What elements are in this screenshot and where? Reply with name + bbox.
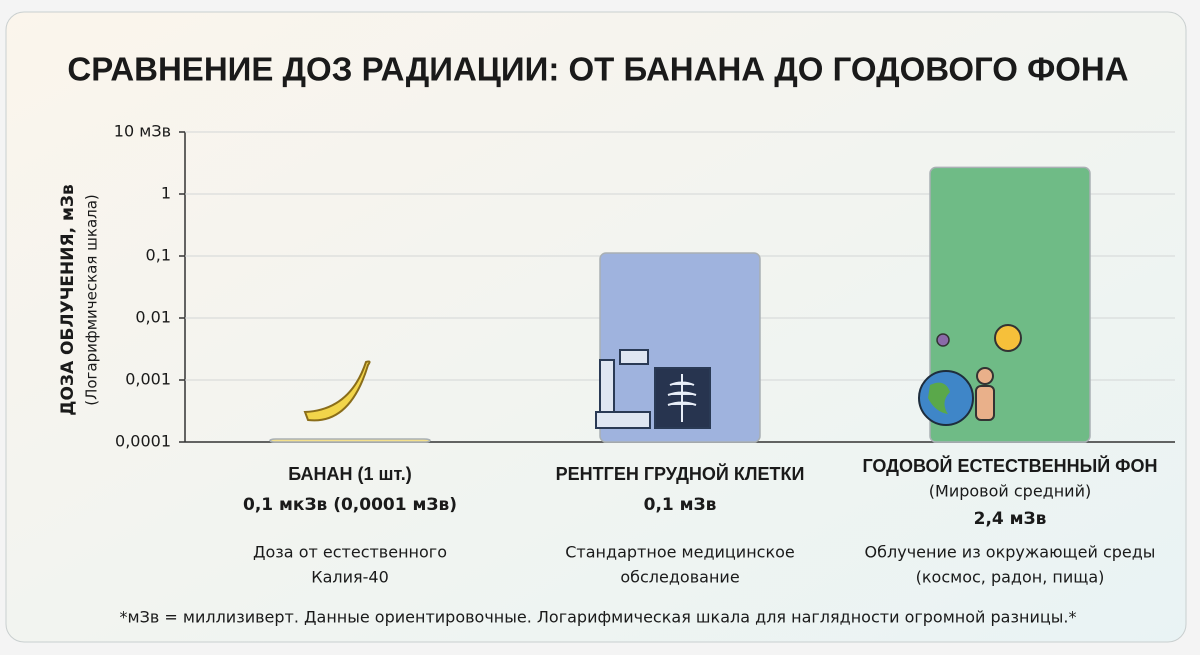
card xyxy=(5,11,1187,643)
y-tick-label: 0,001 xyxy=(125,370,171,389)
description: (космос, радон, пища) xyxy=(916,568,1105,587)
icons xyxy=(303,324,1022,429)
description: Стандартное медицинское xyxy=(565,543,795,562)
chart-title: СРАВНЕНИЕ ДОЗ РАДИАЦИИ: ОТ БАНАНА ДО ГОД… xyxy=(67,51,1128,88)
y-tick-label: 0,1 xyxy=(146,246,171,265)
y-tick-label: 1 xyxy=(161,184,171,203)
earth-icon xyxy=(918,324,1022,426)
plot: 0,0001 0,001 0,01 0,1 1 10 мЗв БАНАН (1 шт.) 0,… xyxy=(114,122,1175,587)
y-tick-label: 0,01 xyxy=(135,308,171,327)
banana-icon xyxy=(303,360,371,422)
category-label: БАНАН (1 шт.) xyxy=(288,464,412,484)
bar xyxy=(269,438,431,443)
description: Доза от естественного xyxy=(253,543,447,562)
value-label: 2,4 мЗв xyxy=(974,509,1047,529)
description: Калия-40 xyxy=(311,568,389,587)
bar xyxy=(929,166,1091,443)
category-label: ГОДОВОЙ ЕСТЕСТВЕННЫЙ ФОН xyxy=(862,455,1157,476)
y-axis-note: (Логарифмическая шкала) xyxy=(83,194,101,406)
xray-icon xyxy=(595,349,711,429)
value-label: 0,1 мкЗв (0,0001 мЗв) xyxy=(243,495,457,515)
y-axis-label: ДОЗА ОБЛУЧЕНИЯ, мЗв xyxy=(58,184,78,416)
footnote: *мЗв = миллизиверт. Данные ориентировочн… xyxy=(120,608,1077,627)
y-tick-label: 0,0001 xyxy=(115,432,171,451)
value-label: 0,1 мЗв xyxy=(644,495,717,515)
category-subtitle: (Мировой средний) xyxy=(929,482,1091,501)
y-tick-label: 10 мЗв xyxy=(114,122,171,141)
description: обследование xyxy=(620,568,739,587)
description: Облучение из окружающей среды xyxy=(865,543,1156,562)
category-label: РЕНТГЕН ГРУДНОЙ КЛЕТКИ xyxy=(556,463,805,484)
bar xyxy=(599,252,761,443)
